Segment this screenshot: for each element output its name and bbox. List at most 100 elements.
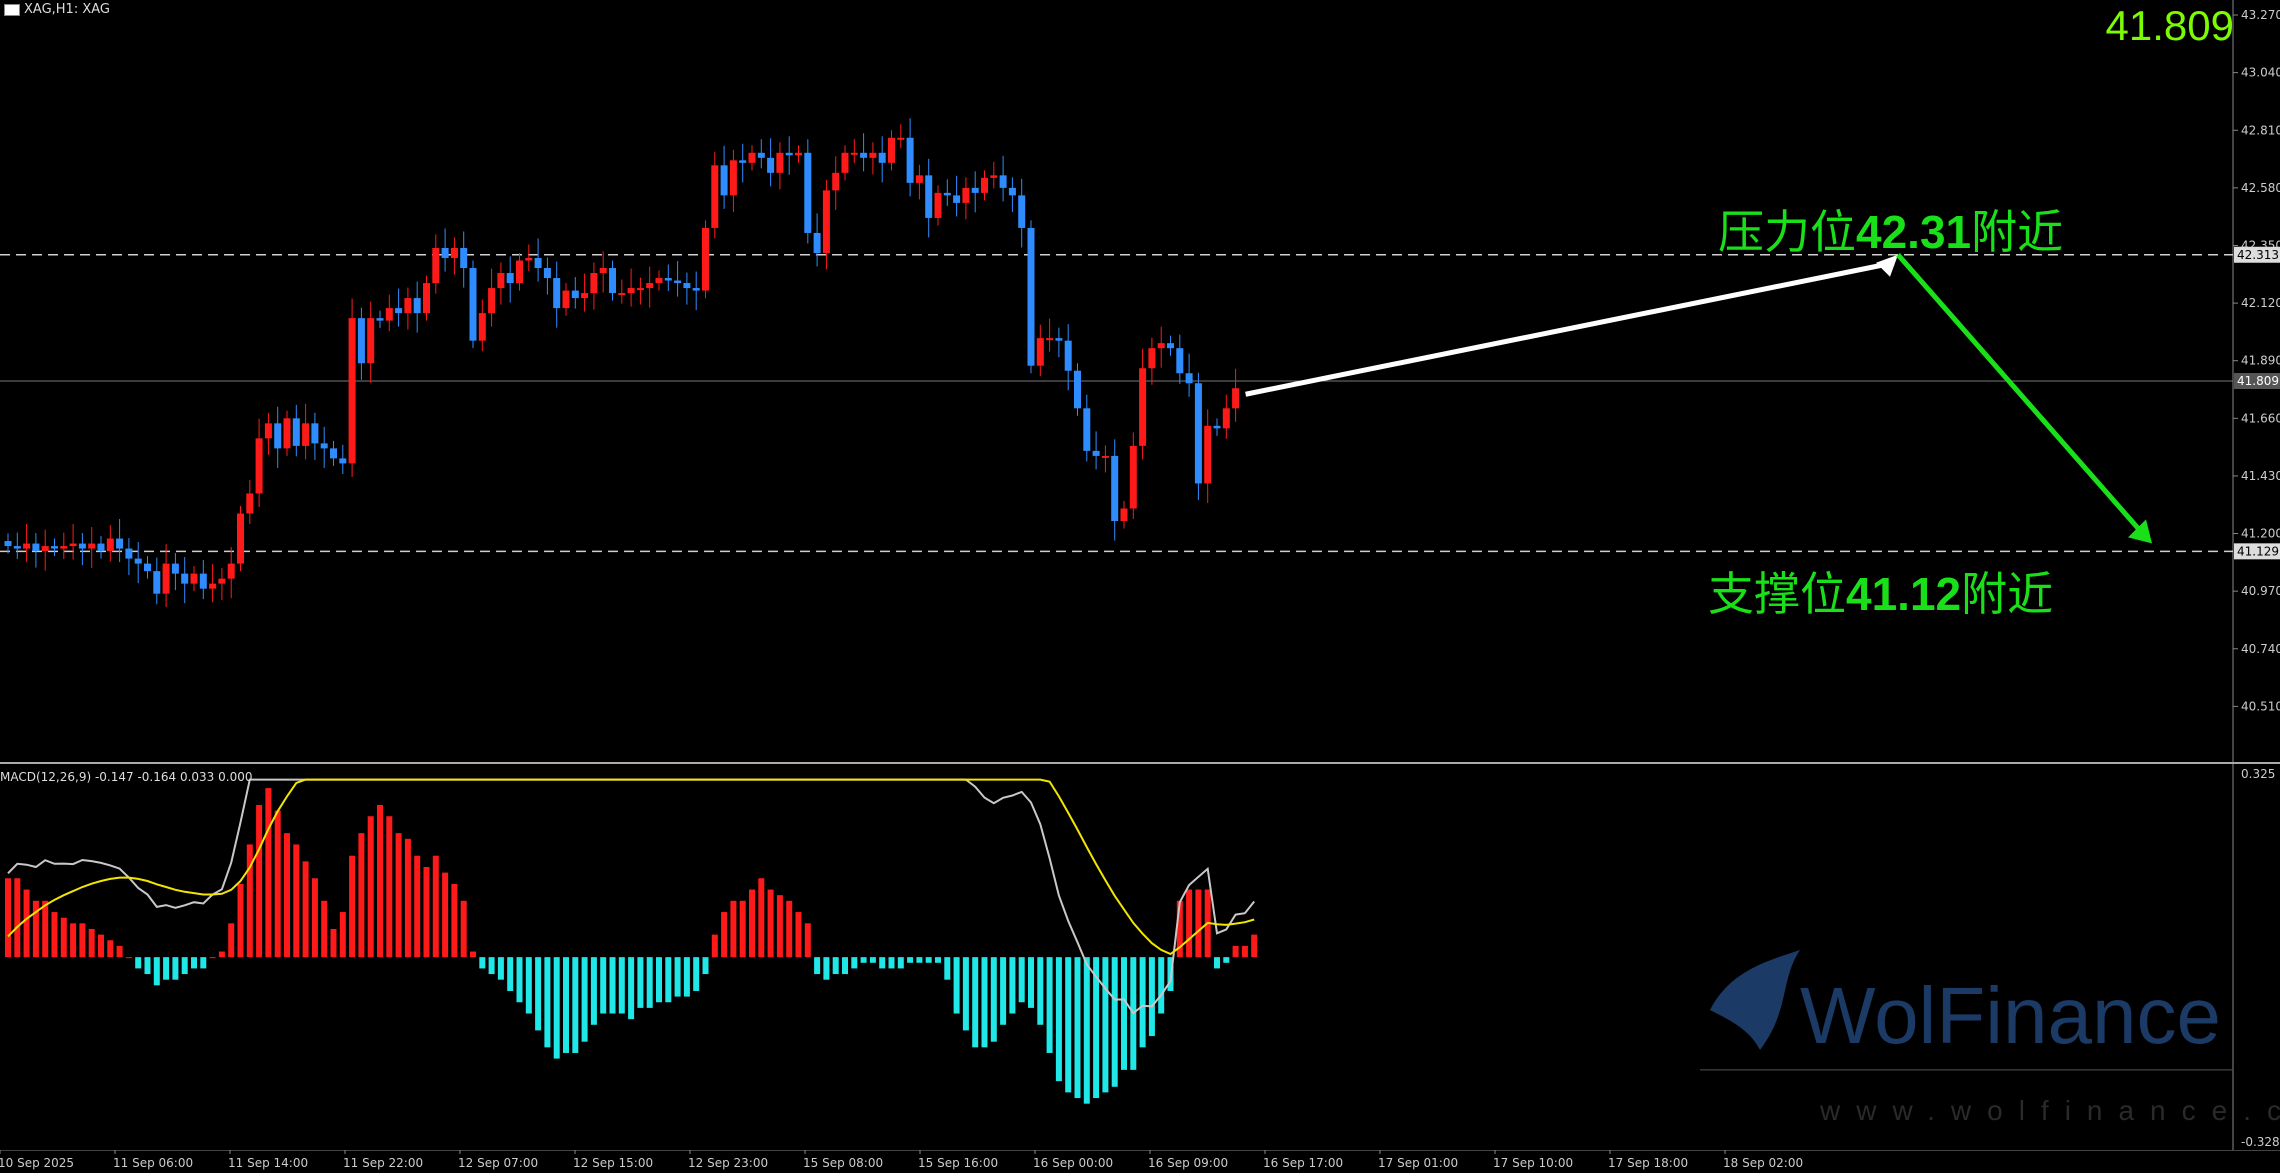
candle — [822, 179, 830, 270]
candle — [934, 185, 942, 226]
macd-hist-bar — [897, 957, 904, 969]
candle — [1129, 432, 1137, 520]
candle-body — [878, 152, 886, 163]
macd-hist-bar — [1065, 957, 1072, 1093]
candle — [1111, 439, 1119, 541]
macd-hist-bar — [14, 878, 21, 958]
candle — [627, 268, 635, 307]
macd-hist-bar — [1186, 889, 1193, 958]
candle — [906, 118, 914, 197]
candle-body — [376, 318, 384, 321]
candle — [832, 156, 840, 210]
macd-hist-bar — [925, 957, 932, 963]
price-chart[interactable]: 43.27043.04042.81042.58042.35042.12041.8… — [0, 0, 2280, 764]
candle — [292, 404, 300, 457]
candle — [227, 547, 235, 599]
candle — [888, 130, 895, 171]
candle-body — [553, 278, 561, 309]
candle-body — [88, 543, 96, 549]
candle — [702, 220, 709, 299]
time-tick-label: 11 Sep 14:00 — [228, 1156, 308, 1170]
candle — [943, 179, 951, 206]
candle-body — [171, 563, 179, 574]
candle — [981, 170, 988, 201]
candle — [729, 149, 737, 212]
macd-hist-bar — [265, 788, 272, 958]
candle — [1232, 368, 1240, 422]
candle-body — [655, 278, 663, 284]
resistance-price-tag — [2234, 246, 2280, 263]
candle — [441, 228, 449, 272]
macd-hist-bar — [321, 900, 328, 958]
candle — [97, 536, 105, 559]
macd-hist-bar — [79, 923, 86, 958]
candle-body — [292, 418, 300, 446]
time-tick-label: 15 Sep 08:00 — [803, 1156, 883, 1170]
macd-hist-bar — [656, 957, 662, 1003]
macd-hist-bar — [1083, 957, 1090, 1104]
macd-label: MACD(12,26,9) -0.147 -0.164 0.033 0.000 — [0, 770, 253, 784]
candle-body — [571, 290, 579, 299]
candle — [590, 262, 598, 310]
candle — [813, 213, 821, 267]
macd-hist-bar — [590, 957, 597, 1025]
macd-hist-bar — [172, 957, 179, 980]
macd-hist-bar — [618, 957, 625, 1014]
macd-hist-bar — [823, 957, 830, 980]
support-prefix: 支撑位 — [1708, 567, 1846, 621]
macd-hist-bar — [1074, 957, 1081, 1099]
candle — [1027, 220, 1035, 374]
candle-body — [534, 258, 542, 269]
candle-body — [60, 546, 68, 549]
macd-hist-bar — [507, 957, 514, 991]
candle — [237, 505, 244, 572]
candle-body — [1176, 348, 1184, 374]
price-tick-label: 41.890 — [2241, 354, 2280, 368]
macd-hist-bar — [42, 900, 49, 958]
macd-hist-bar — [767, 889, 774, 958]
macd-hist-bar — [758, 878, 765, 958]
candle-body — [1222, 408, 1230, 429]
macd-hist-bar — [311, 878, 318, 958]
candle-body — [274, 423, 282, 449]
support-suffix: 附近 — [1961, 567, 2054, 621]
candle-body — [897, 137, 905, 140]
macd-hist-bar — [293, 844, 300, 958]
candle-body — [478, 313, 486, 341]
candle-body — [1036, 338, 1044, 366]
macd-hist-bar — [907, 957, 914, 963]
time-tick-label: 10 Sep 2025 — [0, 1156, 74, 1170]
macd-hist-bar — [683, 957, 690, 997]
macd-hist-bar — [470, 951, 476, 958]
candle — [562, 283, 570, 316]
candle — [925, 158, 933, 238]
candle-body — [441, 247, 449, 259]
candle — [869, 142, 877, 175]
candle — [320, 426, 328, 468]
macd-hist-bar — [1148, 957, 1155, 1037]
macd-hist-bar — [228, 923, 235, 958]
candle — [23, 524, 31, 563]
candle — [525, 244, 533, 272]
macd-chart[interactable]: 0.325 -0.328 — [0, 764, 2280, 1150]
candle — [181, 557, 189, 604]
support-price-tag — [2234, 543, 2280, 560]
candle — [488, 268, 496, 327]
candle-body — [1111, 455, 1119, 522]
candle-body — [906, 137, 914, 183]
macd-hist-bar — [209, 957, 216, 959]
macd-hist-bar — [516, 957, 523, 1003]
macd-hist-bar — [842, 957, 848, 975]
macd-hist-bar — [330, 928, 337, 958]
candle — [962, 177, 970, 220]
candle-body — [702, 227, 709, 291]
candle — [51, 538, 58, 557]
candle-body — [78, 543, 86, 549]
candle — [1139, 348, 1147, 460]
candle-body — [943, 192, 951, 196]
price-tick-label: 43.040 — [2241, 66, 2280, 80]
candle-body — [162, 563, 170, 594]
macd-hist-bar — [869, 957, 876, 963]
candle-body — [869, 152, 877, 158]
macd-hist-bar — [674, 957, 681, 997]
